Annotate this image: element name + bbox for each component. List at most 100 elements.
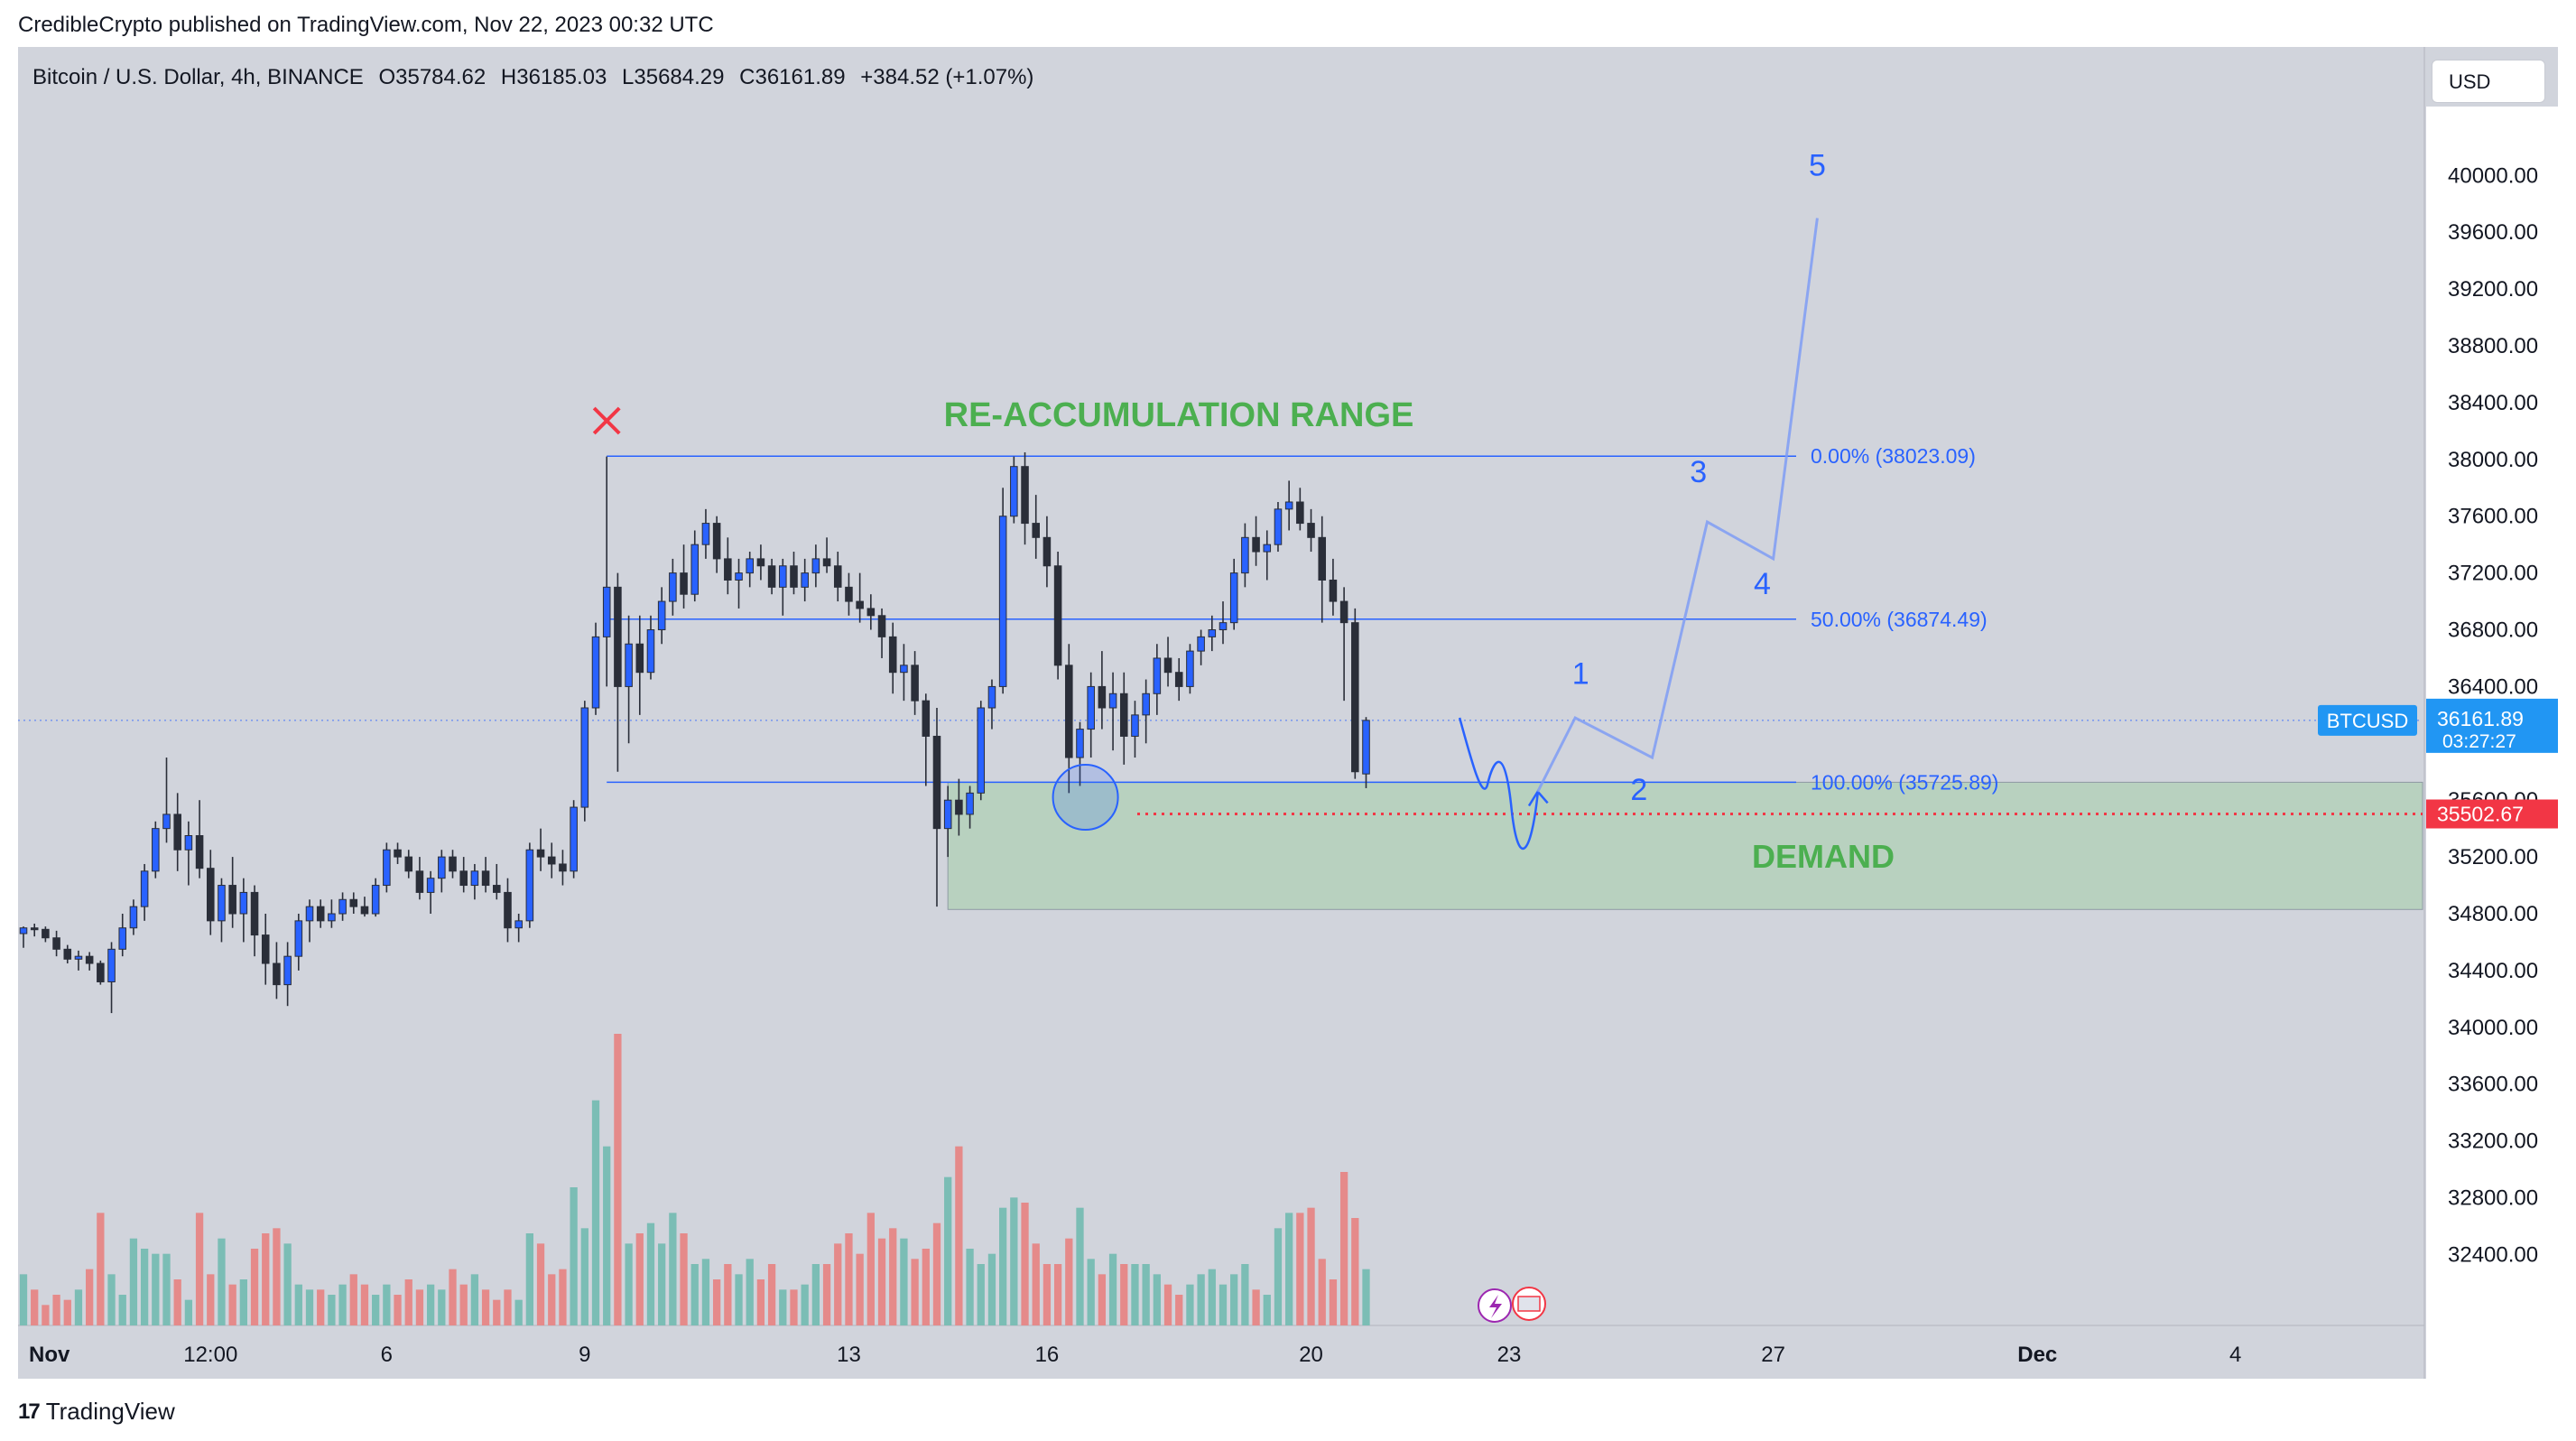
volume-bar (911, 1259, 919, 1325)
volume-bar (1219, 1284, 1228, 1325)
flag-glyph-icon (1517, 1296, 1541, 1312)
volume-bar (987, 1253, 996, 1325)
price-tick-label: 37600.00 (2448, 505, 2538, 529)
volume-bar (481, 1289, 490, 1325)
candle-down (404, 856, 413, 872)
ohlc-change: +384.52 (+1.07%) (860, 65, 1034, 89)
volume-bar (580, 1228, 588, 1325)
fib-level-label: 0.00% (38023.09) (1811, 444, 1976, 468)
candle-down (767, 565, 776, 588)
candle-up (900, 665, 908, 674)
volume-bar (900, 1238, 908, 1325)
volume-bar (294, 1284, 302, 1325)
volume-bar (735, 1274, 743, 1325)
candle-down (316, 906, 325, 922)
demand-zone (947, 781, 2423, 910)
volume-bar (834, 1243, 842, 1325)
volume-bar (338, 1284, 347, 1325)
volume-bar (305, 1289, 314, 1325)
candle-up (338, 898, 347, 915)
candle-up (294, 920, 303, 957)
time-tick-label: 6 (381, 1343, 393, 1367)
volume-bar (1208, 1269, 1216, 1325)
demand-label: DEMAND (1752, 838, 1895, 875)
volume-bar (394, 1295, 402, 1325)
candle-down (42, 928, 50, 939)
volume-bar (328, 1295, 336, 1325)
volume-bar (504, 1289, 512, 1325)
volume-bar (724, 1264, 732, 1325)
symbol-badge (2318, 704, 2417, 736)
volume-bar (63, 1299, 71, 1325)
wave-label-3: 3 (1690, 455, 1707, 489)
volume-bar (438, 1289, 446, 1325)
volume-bar (635, 1233, 644, 1325)
currency-button[interactable]: USD (2432, 60, 2545, 103)
candle-up (801, 572, 809, 588)
wave-zigzag (1458, 717, 1539, 851)
volume-bar (1153, 1274, 1161, 1325)
volume-bar (955, 1146, 963, 1325)
volume-bar (1274, 1228, 1283, 1325)
time-tick-label: 16 (1035, 1343, 1060, 1367)
candle-down (559, 863, 567, 872)
symbol-name: Bitcoin / U.S. Dollar, 4h, BINANCE (32, 65, 364, 89)
volume-bar (239, 1279, 247, 1325)
candle-down (261, 934, 270, 964)
symbol-legend[interactable]: Bitcoin / U.S. Dollar, 4h, BINANCE O3578… (32, 65, 1042, 90)
candle-down (1042, 536, 1052, 567)
candle-down (228, 885, 236, 915)
candle-down (394, 849, 402, 858)
candle-down (415, 870, 424, 893)
volume-bar (1351, 1218, 1359, 1325)
volume-bar (1230, 1274, 1238, 1325)
tradingview-logo[interactable]: 17 TradingView (18, 1398, 175, 1426)
candle-up (74, 955, 83, 960)
candle-up (239, 891, 248, 915)
candle-up (383, 849, 391, 887)
candle-up (218, 885, 226, 922)
ohlc-close: C36161.89 (739, 65, 846, 89)
volume-bar (690, 1264, 699, 1325)
candle-down (833, 565, 842, 588)
volume-bar (625, 1243, 633, 1325)
volume-bar (493, 1299, 501, 1325)
candle-down (1053, 565, 1062, 666)
chart-pane[interactable] (18, 47, 2558, 1379)
volume-bar (977, 1264, 985, 1325)
candle-down (63, 948, 72, 960)
candle-down (922, 700, 931, 737)
volume-bar (262, 1233, 270, 1325)
candle-down (1329, 579, 1338, 602)
candle-up (1142, 693, 1150, 716)
current-price-label: 36161.89 (2437, 707, 2524, 730)
price-tick-label: 38400.00 (2448, 391, 2538, 415)
price-axis-layer: 40000.00 39600.00 39200.00 38800.00 38400.00… (2318, 107, 2558, 1379)
volume-bar (74, 1289, 83, 1325)
candle-down (52, 937, 60, 950)
time-tick-label: Nov (29, 1343, 70, 1367)
volume-bar (801, 1284, 809, 1325)
time-tick-label: Dec (2017, 1343, 2057, 1367)
candle-down (206, 868, 215, 922)
price-tick-label: 38000.00 (2448, 448, 2538, 472)
candles-layer (19, 451, 1370, 1014)
volume-bar (449, 1269, 457, 1325)
candle-down (1119, 693, 1128, 737)
time-tick-label: 9 (579, 1343, 590, 1367)
tradingview-logo-icon: 17 (18, 1399, 41, 1424)
volume-bar (360, 1284, 369, 1325)
candle-down (955, 799, 963, 815)
volume-bar (1065, 1238, 1073, 1325)
volume-bar (228, 1284, 236, 1325)
fib-layer: 0.00% (38023.09) 50.00% (36874.49) 100.00%… (18, 444, 2423, 816)
candle-up (1229, 572, 1238, 624)
volume-bar (1098, 1274, 1107, 1325)
wave-label-4: 4 (1754, 567, 1771, 601)
candle-down (1098, 685, 1107, 709)
volume-bar (426, 1284, 435, 1325)
candle-up (966, 792, 974, 815)
candle-up (602, 586, 611, 637)
volume-bar (1021, 1203, 1029, 1325)
